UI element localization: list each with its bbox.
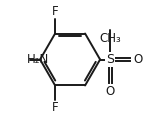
- Text: O: O: [134, 53, 143, 66]
- Text: O: O: [105, 85, 115, 98]
- Text: CH₃: CH₃: [99, 32, 121, 45]
- Text: F: F: [52, 5, 58, 18]
- Text: H₂N: H₂N: [27, 53, 49, 66]
- Text: S: S: [106, 53, 114, 66]
- Text: F: F: [52, 101, 58, 114]
